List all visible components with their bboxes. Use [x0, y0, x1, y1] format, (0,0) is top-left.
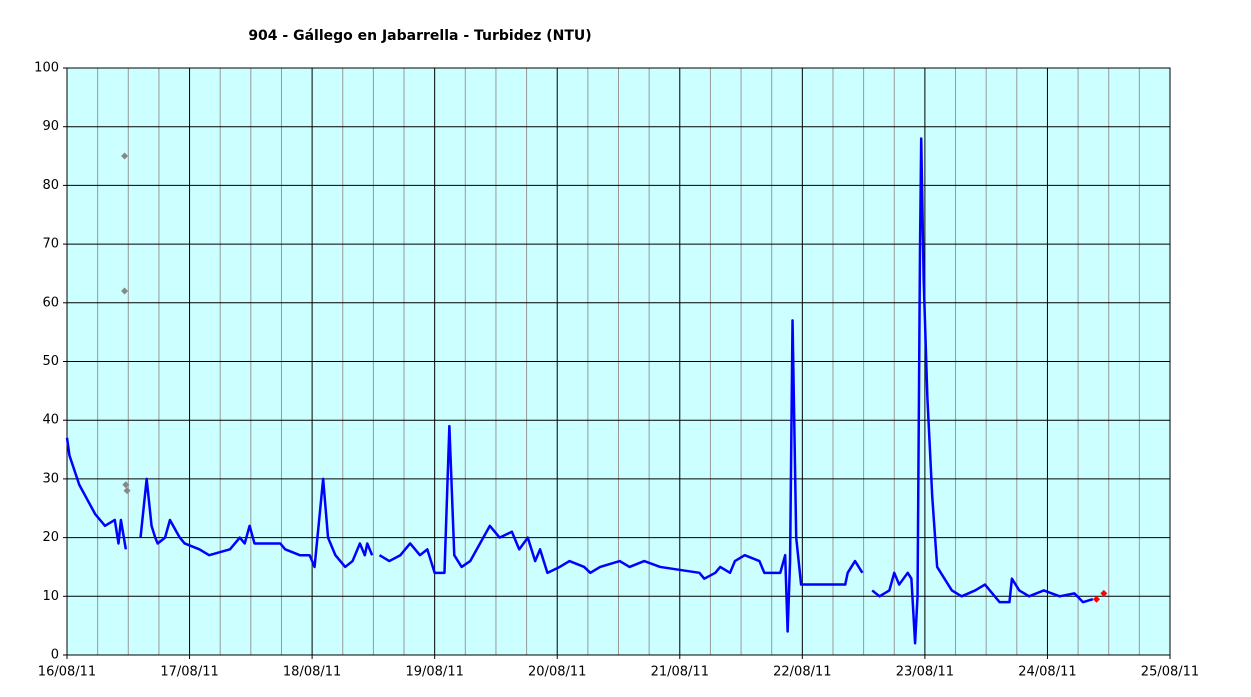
data-point: [121, 287, 129, 295]
y-tick-label: 100: [34, 61, 59, 76]
x-tick-label: 20/08/11: [528, 665, 586, 680]
y-tick-label: 50: [42, 354, 59, 369]
x-tick-label: 23/08/11: [896, 665, 954, 680]
data-line: [871, 137, 1094, 645]
x-tick-label: 18/08/11: [283, 665, 341, 680]
x-tick-label: 22/08/11: [773, 665, 831, 680]
data-point: [1100, 589, 1108, 597]
data-point: [1092, 595, 1100, 603]
y-tick-label: 30: [42, 471, 59, 486]
y-tick-label: 40: [42, 413, 59, 428]
chart-title: 904 - Gállego en Jabarrella - Turbidez (…: [248, 28, 591, 44]
data-line: [139, 477, 374, 569]
data-line: [65, 437, 128, 550]
y-tick-label: 80: [42, 178, 59, 193]
x-tick-label: 17/08/11: [160, 665, 218, 680]
x-tick-label: 21/08/11: [651, 665, 709, 680]
y-tick-label: 0: [51, 648, 59, 663]
y-tick-label: 60: [42, 295, 59, 310]
x-tick-label: 16/08/11: [38, 665, 96, 680]
data-point: [121, 152, 129, 160]
x-tick-label: 19/08/11: [405, 665, 463, 680]
data-line: [378, 319, 864, 633]
data-point: [123, 487, 131, 495]
y-tick-label: 10: [42, 589, 59, 604]
y-tick-label: 70: [42, 237, 59, 252]
x-tick-label: 25/08/11: [1141, 665, 1199, 680]
x-tick-label: 24/08/11: [1018, 665, 1076, 680]
y-tick-label: 90: [42, 119, 59, 134]
data-point: [122, 481, 130, 489]
y-tick-label: 20: [42, 530, 59, 545]
